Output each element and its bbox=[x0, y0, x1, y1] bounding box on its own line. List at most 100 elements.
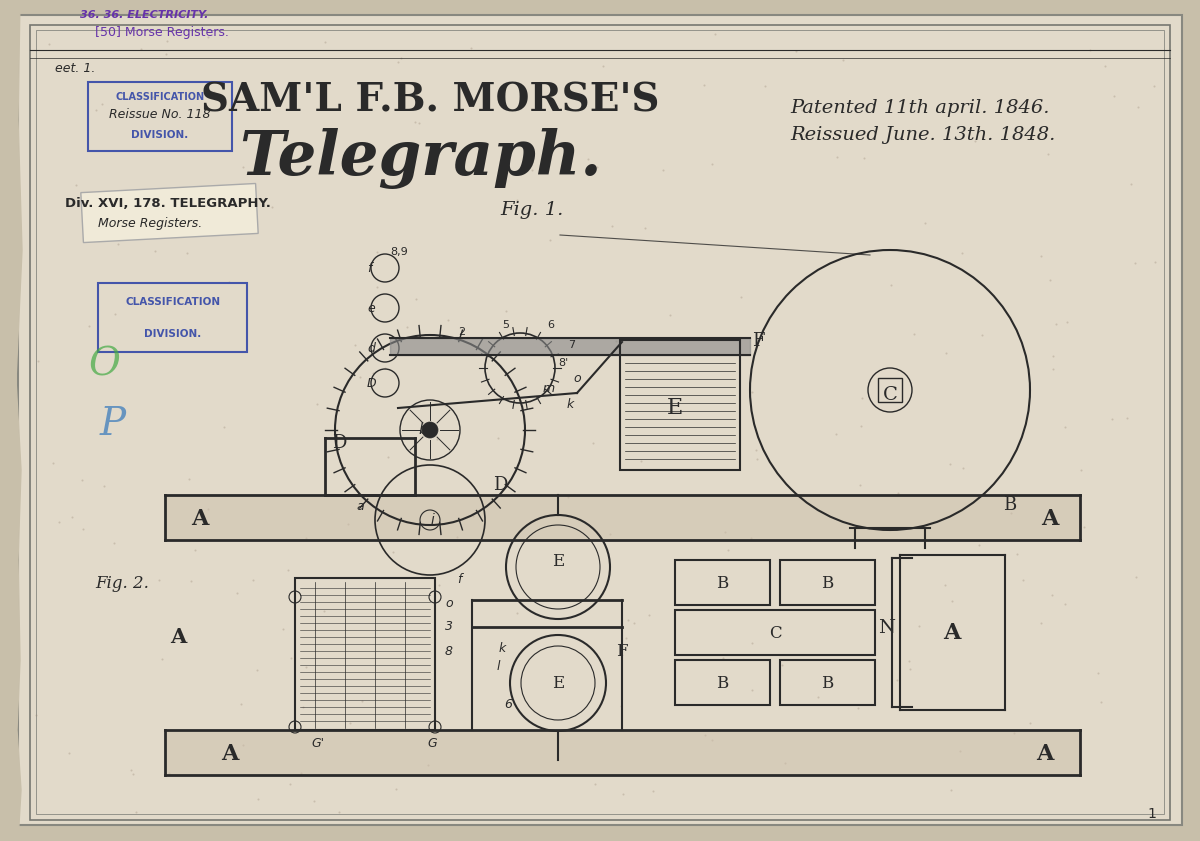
Point bbox=[204, 85, 223, 98]
Point bbox=[953, 461, 972, 474]
Point bbox=[1072, 463, 1091, 477]
Text: B: B bbox=[716, 574, 728, 591]
Point bbox=[229, 211, 248, 225]
Text: Fig. 1.: Fig. 1. bbox=[500, 201, 563, 219]
Text: F: F bbox=[752, 332, 764, 350]
Point bbox=[346, 338, 365, 352]
Point bbox=[294, 700, 313, 713]
Bar bbox=[780, 560, 875, 605]
Bar bbox=[620, 340, 740, 470]
Point bbox=[178, 246, 197, 259]
Point bbox=[397, 320, 416, 333]
Point bbox=[1046, 317, 1066, 331]
Point bbox=[79, 320, 98, 333]
Point bbox=[742, 637, 761, 650]
Text: B: B bbox=[1003, 496, 1016, 514]
Bar bbox=[295, 578, 436, 730]
Point bbox=[706, 27, 725, 40]
Point bbox=[1121, 177, 1140, 191]
Point bbox=[330, 806, 349, 819]
Point bbox=[1043, 362, 1062, 376]
Point bbox=[822, 579, 841, 593]
Point bbox=[232, 697, 251, 711]
Point bbox=[434, 398, 454, 411]
Text: l: l bbox=[497, 660, 500, 673]
Text: CLASSIFICATION: CLASSIFICATION bbox=[126, 297, 221, 307]
Text: 8: 8 bbox=[445, 645, 454, 658]
Point bbox=[248, 792, 268, 806]
Point bbox=[146, 245, 166, 258]
Point bbox=[364, 366, 383, 379]
Point bbox=[742, 532, 761, 545]
Text: A: A bbox=[221, 743, 239, 765]
Point bbox=[904, 327, 923, 341]
Text: Patented 11th april. 1846.: Patented 11th april. 1846. bbox=[790, 99, 1050, 117]
Point bbox=[40, 38, 59, 51]
Text: 7: 7 bbox=[568, 340, 575, 350]
Point bbox=[936, 346, 955, 360]
Point bbox=[942, 784, 961, 797]
Point bbox=[281, 778, 300, 791]
Point bbox=[602, 219, 622, 232]
Point bbox=[594, 59, 613, 72]
Point bbox=[743, 684, 762, 697]
Point bbox=[950, 745, 970, 759]
Point bbox=[888, 673, 907, 686]
Point bbox=[952, 246, 971, 260]
Point bbox=[715, 525, 734, 538]
Text: C: C bbox=[769, 625, 781, 642]
Point bbox=[1126, 256, 1145, 269]
Text: Morse Registers.: Morse Registers. bbox=[98, 217, 202, 230]
Text: F: F bbox=[616, 643, 628, 660]
Point bbox=[353, 694, 372, 707]
Point bbox=[62, 510, 82, 523]
Point bbox=[341, 717, 360, 730]
Text: k: k bbox=[499, 642, 506, 655]
Bar bbox=[780, 660, 875, 705]
Text: DIVISION.: DIVISION. bbox=[144, 329, 202, 339]
Text: B: B bbox=[716, 674, 728, 691]
Text: SAM'L F.B. MORSE'S: SAM'L F.B. MORSE'S bbox=[200, 81, 659, 119]
Point bbox=[281, 652, 300, 665]
Point bbox=[307, 397, 326, 410]
Point bbox=[624, 616, 643, 630]
Point bbox=[233, 160, 252, 173]
Point bbox=[26, 708, 46, 722]
Text: 36. 36. ELECTRICITY.: 36. 36. ELECTRICITY. bbox=[80, 10, 209, 20]
Point bbox=[157, 47, 176, 61]
Point bbox=[406, 115, 425, 129]
Point bbox=[718, 542, 737, 556]
Text: D: D bbox=[493, 476, 508, 494]
Point bbox=[1040, 273, 1060, 287]
Bar bbox=[80, 183, 258, 242]
Text: D: D bbox=[332, 434, 347, 452]
Circle shape bbox=[422, 422, 438, 438]
Point bbox=[653, 163, 672, 177]
Point bbox=[198, 502, 217, 516]
Point bbox=[247, 664, 266, 677]
Point bbox=[578, 152, 598, 166]
Point bbox=[1002, 506, 1021, 520]
Point bbox=[121, 763, 140, 776]
Point bbox=[1042, 588, 1061, 601]
Point bbox=[696, 728, 715, 742]
Point bbox=[430, 578, 449, 591]
Point bbox=[1032, 250, 1051, 263]
Text: B: B bbox=[821, 574, 833, 591]
Point bbox=[1144, 79, 1163, 93]
Point bbox=[150, 574, 169, 587]
Point bbox=[1102, 412, 1121, 426]
Point bbox=[198, 30, 217, 44]
Point bbox=[338, 518, 358, 532]
Point bbox=[587, 160, 606, 173]
Point bbox=[882, 278, 901, 292]
Point bbox=[1014, 573, 1033, 586]
Point bbox=[463, 509, 482, 522]
Bar bbox=[878, 378, 902, 402]
Text: C: C bbox=[882, 386, 898, 404]
Point bbox=[508, 606, 527, 620]
Point bbox=[108, 237, 127, 251]
Point bbox=[1117, 411, 1136, 425]
Text: 6: 6 bbox=[504, 698, 512, 711]
Point bbox=[305, 794, 324, 807]
